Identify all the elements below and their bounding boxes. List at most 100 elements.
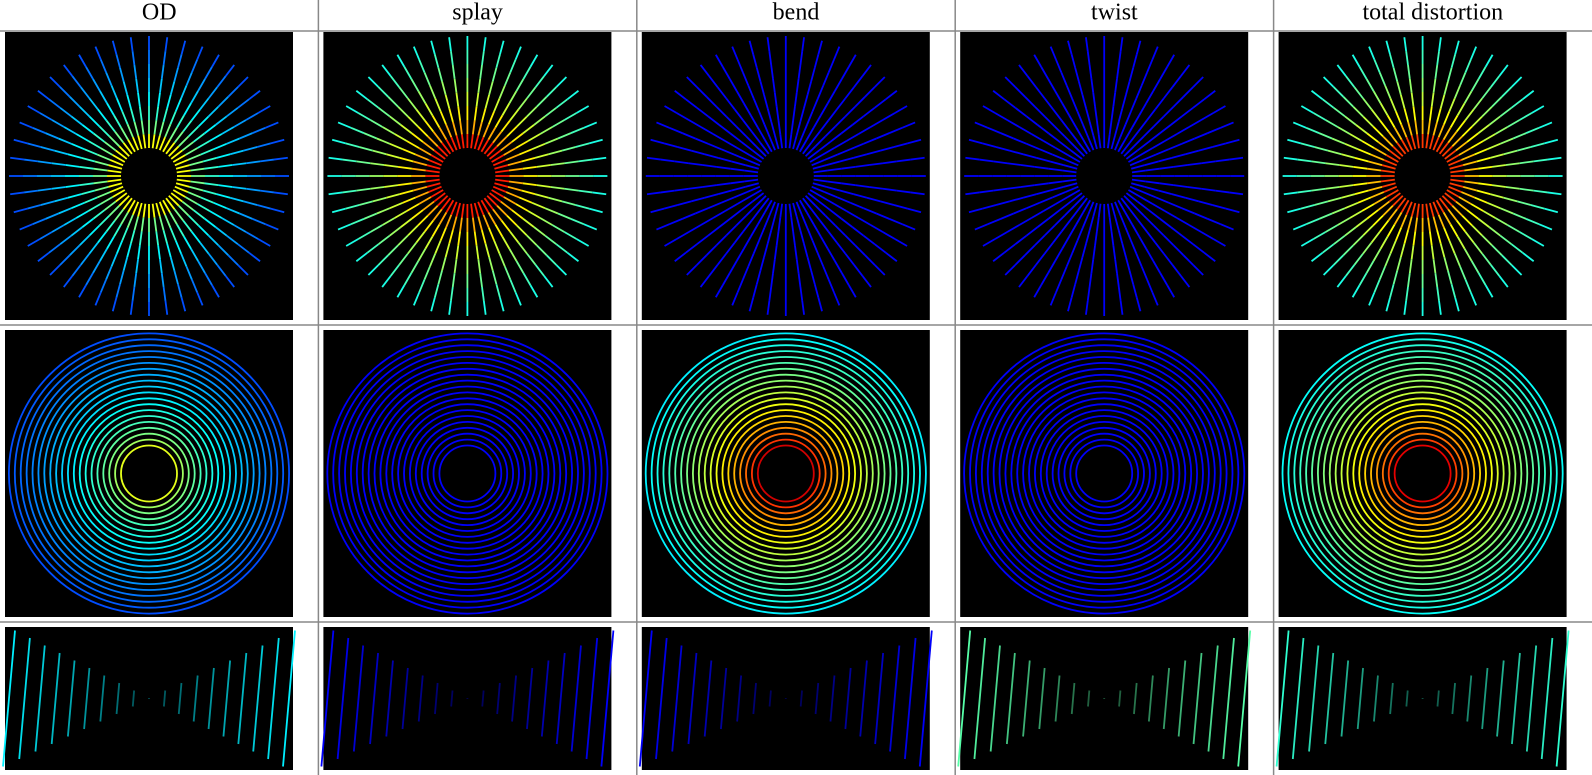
radial-line	[328, 156, 343, 161]
radial-line	[1473, 196, 1488, 204]
radial-line	[473, 135, 480, 150]
radial-line	[23, 189, 39, 194]
twist-panel	[320, 627, 615, 770]
radial-line	[801, 300, 805, 315]
radial-line	[836, 97, 847, 110]
radial-line	[551, 224, 565, 233]
radial-line	[180, 85, 188, 99]
radial-line	[736, 196, 750, 205]
radial-line	[676, 112, 690, 121]
radial-line	[372, 196, 387, 203]
twist-line	[1373, 675, 1379, 722]
radial-line	[106, 102, 115, 116]
panel-background	[5, 330, 293, 617]
radial-line	[1432, 136, 1440, 151]
twist-line	[1147, 675, 1154, 722]
radial-line	[851, 226, 865, 237]
radial-line	[770, 216, 776, 231]
radial-line	[204, 165, 219, 170]
ring	[1311, 361, 1535, 585]
radial-line	[1432, 216, 1438, 231]
radial-line	[487, 127, 497, 141]
radial-line	[397, 165, 412, 170]
twist-line	[496, 682, 501, 715]
radial-line	[1158, 189, 1173, 195]
radial-line	[1159, 182, 1174, 187]
radial-line	[794, 245, 798, 260]
radial-line	[398, 86, 409, 99]
radial-line	[1437, 123, 1445, 138]
radial-line	[1481, 86, 1492, 99]
radial-line	[1407, 273, 1411, 288]
radial-line	[94, 292, 102, 306]
radial-line	[1412, 106, 1417, 121]
radial-line	[1443, 110, 1451, 125]
radial-line	[331, 207, 346, 214]
radial-line	[833, 292, 841, 306]
radial-line	[1124, 110, 1132, 125]
radial-line	[182, 119, 193, 133]
radial-line	[578, 189, 593, 194]
radial-line	[265, 121, 279, 129]
radial-line	[459, 120, 463, 135]
radial-line	[1144, 160, 1159, 166]
radial-line	[425, 178, 440, 183]
radial-line	[1212, 142, 1227, 148]
ring	[1293, 344, 1552, 603]
twist-line	[585, 637, 599, 760]
radial-line	[774, 202, 780, 217]
radial-line	[1427, 120, 1431, 135]
radial-line	[83, 196, 98, 204]
radial-line	[1094, 231, 1098, 246]
radial-line	[105, 119, 116, 133]
radial-line	[1486, 201, 1501, 209]
radial-line	[725, 115, 737, 128]
radial-line	[1353, 86, 1364, 99]
ring	[980, 350, 1228, 597]
radial-line	[173, 270, 179, 285]
radial-line	[169, 81, 176, 96]
radial-line	[505, 191, 520, 199]
radial-line	[868, 186, 884, 190]
radial-line	[755, 67, 762, 82]
column-header: total distortion	[1362, 0, 1503, 26]
radial-line	[1331, 207, 1346, 215]
radial-line	[676, 231, 690, 240]
radial-line	[170, 149, 183, 160]
radial-line	[522, 272, 532, 286]
radial-line	[1138, 236, 1147, 250]
radial-line	[1477, 124, 1490, 135]
radial-line	[1140, 196, 1154, 205]
radial-line	[48, 98, 61, 109]
twist-line	[655, 637, 668, 760]
radial-line	[968, 138, 983, 145]
radial-line	[1143, 214, 1155, 227]
radial-line	[792, 231, 796, 246]
radial-line	[40, 146, 55, 152]
radial-line	[190, 230, 201, 244]
radial-line	[500, 141, 513, 152]
radial-line	[829, 209, 842, 220]
radial-line	[863, 207, 877, 215]
radial-line	[1129, 159, 1144, 167]
radial-line	[1490, 75, 1501, 88]
radial-line	[39, 231, 53, 240]
radial-line	[1060, 219, 1071, 233]
radial-line	[1140, 266, 1148, 280]
radial-line	[1082, 199, 1091, 213]
radial-line	[1075, 211, 1084, 225]
radial-line	[455, 92, 460, 107]
twist-line	[192, 675, 199, 722]
radial-line	[987, 218, 1002, 226]
radial-line	[92, 260, 101, 274]
radial-line	[237, 98, 250, 109]
twist-line	[369, 652, 379, 745]
ring	[1317, 367, 1529, 580]
radial-line	[190, 108, 201, 122]
radial-line	[700, 126, 714, 135]
radial-line	[882, 112, 896, 121]
ring	[43, 367, 255, 580]
radial-line	[775, 106, 780, 121]
radial-line	[155, 231, 160, 246]
twist-line	[844, 667, 852, 730]
